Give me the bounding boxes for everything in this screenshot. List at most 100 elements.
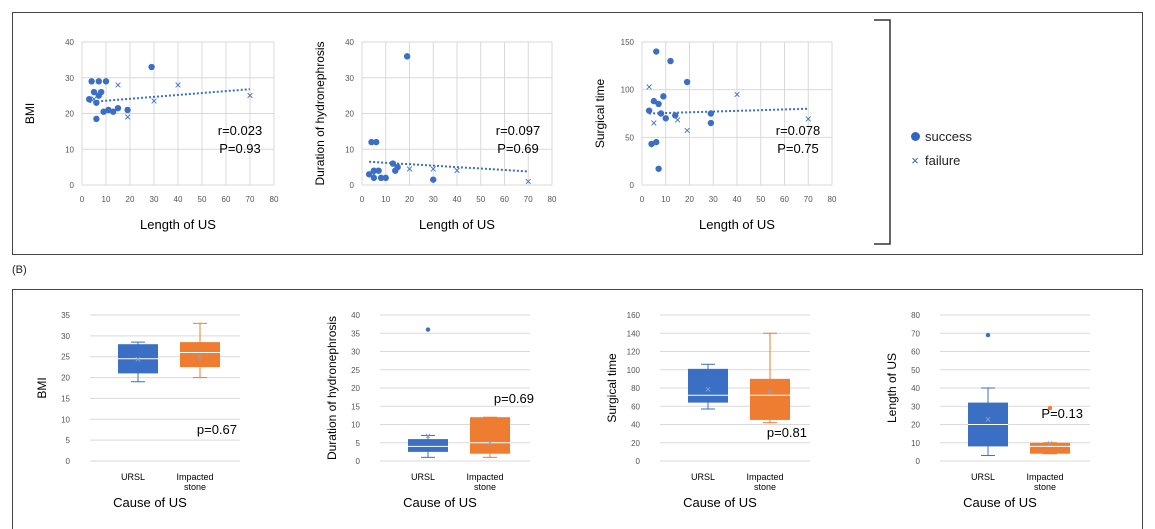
- y-tick-label: 0: [916, 457, 921, 466]
- x-tick-label: 0: [640, 195, 645, 204]
- box-1: [750, 378, 790, 420]
- x-axis-label: Length of US: [140, 217, 216, 232]
- mean-marker: ×: [425, 430, 431, 442]
- y-tick-label: 20: [61, 374, 70, 383]
- point-failure: ×: [124, 110, 131, 124]
- point-failure: ×: [406, 162, 413, 176]
- point-success: [365, 171, 373, 178]
- y-tick-label: 100: [627, 366, 641, 375]
- category-label: Impacted: [1026, 472, 1063, 482]
- r-annotation: r=0.023: [218, 123, 262, 138]
- y-tick-label: 30: [345, 74, 354, 83]
- x-tick-label: 50: [476, 195, 485, 204]
- trendline: [369, 160, 529, 173]
- x-tick-label: 50: [756, 195, 765, 204]
- y-axis-label: BMI: [35, 377, 49, 398]
- x-marker-icon: ×: [911, 152, 919, 168]
- category-label: Impacted: [176, 472, 213, 482]
- y-tick-label: 25: [61, 353, 70, 362]
- point-success: [373, 138, 380, 146]
- point-failure: ×: [150, 94, 157, 108]
- mean-marker: ×: [487, 438, 493, 450]
- mean-marker: ×: [985, 414, 991, 426]
- x-tick-label: 40: [453, 195, 462, 204]
- point-success: [657, 110, 665, 117]
- point-success: [655, 165, 662, 172]
- category-label: stone: [474, 482, 496, 492]
- point-failure: ×: [114, 78, 121, 92]
- panel-b-label: (B): [12, 264, 27, 276]
- x-tick-label: 30: [429, 195, 438, 204]
- box-1: [470, 417, 510, 454]
- mean-marker: ×: [135, 354, 141, 366]
- y-tick-label: 10: [61, 415, 70, 424]
- panel-a-frame: [12, 12, 1143, 255]
- y-tick-label: 10: [351, 421, 360, 430]
- point-success: [93, 115, 100, 123]
- y-tick-label: 5: [356, 439, 361, 448]
- x-tick-label: 60: [222, 195, 231, 204]
- point-success: [403, 53, 411, 60]
- point-success: [124, 106, 131, 114]
- x-tick-label: 20: [405, 195, 414, 204]
- legend-label: success: [925, 128, 972, 144]
- y-axis-label: Surgical time: [593, 78, 607, 148]
- point-success: [88, 78, 95, 85]
- scatter-bmi: 0 10 20 30 40 50 60 70 80 0 10 20 30 40 × × × × × × r=0.023 P…: [23, 38, 279, 232]
- point-success: [148, 63, 155, 71]
- box-1: [1030, 442, 1070, 454]
- point-success: [707, 119, 715, 127]
- point-success: [98, 88, 105, 96]
- point-success: [683, 78, 691, 86]
- p-annotation: P=0.93: [219, 141, 261, 156]
- x-tick-label: 20: [685, 195, 694, 204]
- point-failure: ×: [90, 92, 97, 106]
- legend-label: failure: [925, 152, 961, 168]
- y-tick-label: 15: [61, 394, 70, 403]
- point-success: [650, 97, 658, 105]
- point-success: [662, 115, 669, 122]
- x-tick-label: 60: [780, 195, 789, 204]
- point-success: [95, 78, 103, 85]
- x-axis-label: Length of US: [419, 217, 495, 232]
- y-tick-label: 0: [350, 181, 355, 190]
- y-tick-label: 40: [631, 421, 640, 430]
- trendline: [89, 88, 251, 104]
- point-failure: ×: [174, 78, 181, 92]
- category-label: Impacted: [466, 472, 503, 482]
- legend-item-success: success: [905, 124, 972, 148]
- y-tick-label: 20: [631, 439, 640, 448]
- box-0: [408, 439, 448, 452]
- trendline: [649, 107, 809, 115]
- x-tick-label: 70: [804, 195, 813, 204]
- point-failure: ×: [370, 167, 377, 181]
- y-axis-label: Surgical time: [605, 353, 619, 423]
- category-label: URSL: [121, 472, 145, 482]
- point-success: [672, 112, 679, 119]
- mean-marker: ×: [197, 352, 203, 364]
- point-failure: ×: [733, 87, 740, 101]
- r-annotation: r=0.078: [776, 123, 820, 138]
- y-tick-label: 60: [631, 402, 640, 411]
- y-tick-label: 30: [911, 402, 920, 411]
- point-failure: ×: [646, 80, 653, 94]
- y-tick-label: 20: [65, 110, 74, 119]
- y-tick-label: 0: [356, 457, 361, 466]
- point-success: [370, 167, 378, 174]
- x-tick-label: 40: [174, 195, 183, 204]
- y-tick-label: 50: [911, 366, 920, 375]
- p-annotation: p=0.67: [197, 422, 237, 437]
- point-success: [430, 176, 437, 183]
- mean-marker: ×: [705, 384, 711, 396]
- point-failure: ×: [430, 162, 437, 176]
- box-1: [180, 342, 220, 368]
- boxplot-surgical-time: 0 20 40 60 80 100 120 140 160 × URSL × Impactedstone…: [605, 311, 810, 510]
- y-tick-label: 60: [911, 348, 920, 357]
- x-tick-label: 50: [198, 195, 207, 204]
- point-failure: ×: [246, 89, 253, 103]
- scatter-hydronephrosis: 0 10 20 30 40 50 60 70 80 0 10 20 30 40 × × × × × × r=0.097 P…: [313, 38, 557, 232]
- y-tick-label: 120: [627, 348, 641, 357]
- point-failure: ×: [525, 174, 532, 188]
